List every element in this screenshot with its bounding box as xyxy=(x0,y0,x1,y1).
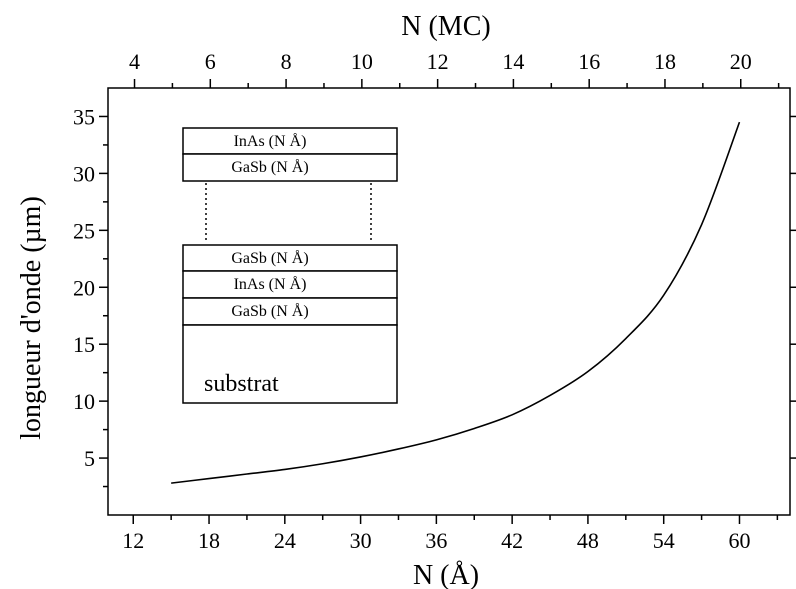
x2-tick-label: 6 xyxy=(205,49,216,74)
heterostructure-inset: InAs (N Å) GaSb (N Å) GaSb (N Å) InAs (N… xyxy=(183,128,397,403)
y-axis-title: longueur d'onde (µm) xyxy=(16,196,47,440)
x2-tick-label: 14 xyxy=(502,49,524,74)
x2-tick-label: 20 xyxy=(730,49,752,74)
x2-tick-label: 10 xyxy=(351,49,373,74)
x-tick-label: 54 xyxy=(653,528,675,553)
x2-tick-label: 18 xyxy=(654,49,676,74)
inset-top-layer-1-label: InAs (N Å) xyxy=(234,132,307,150)
x-tick-label: 36 xyxy=(425,528,447,553)
x-tick-label: 24 xyxy=(274,528,296,553)
x-tick-label: 42 xyxy=(501,528,523,553)
y-tick-label: 5 xyxy=(84,446,95,471)
x-tick-label: 18 xyxy=(198,528,220,553)
y-tick-label: 25 xyxy=(73,218,95,243)
inset-bottom-layer-2-label: InAs (N Å) xyxy=(234,275,307,293)
top-axis-title: N (MC) xyxy=(401,11,490,42)
x-tick-label: 12 xyxy=(122,528,144,553)
x2-tick-label: 4 xyxy=(129,49,140,74)
y-tick-label: 10 xyxy=(73,389,95,414)
y-tick-label: 20 xyxy=(73,275,95,300)
y-tick-label: 30 xyxy=(73,161,95,186)
inset-bottom-layer-1-label: GaSb (N Å) xyxy=(231,249,308,267)
y-tick-label: 15 xyxy=(73,332,95,357)
x2-tick-label: 8 xyxy=(281,49,292,74)
inset-substrate-label: substrat xyxy=(204,371,279,397)
x-tick-label: 30 xyxy=(350,528,372,553)
x2-tick-label: 16 xyxy=(578,49,600,74)
ticks-group: 12 18 24 30 36 42 48 54 60 4 6 8 10 12 14 16 18 20 5 10 15 20… xyxy=(73,49,796,553)
inset-top-layer-2-label: GaSb (N Å) xyxy=(231,158,308,176)
x-tick-label: 48 xyxy=(577,528,599,553)
inset-bottom-layer-3-label: GaSb (N Å) xyxy=(231,302,308,320)
x2-tick-label: 12 xyxy=(427,49,449,74)
x-tick-label: 60 xyxy=(728,528,750,553)
y-tick-label: 35 xyxy=(73,104,95,129)
bottom-axis-title: N (Å) xyxy=(413,560,479,589)
